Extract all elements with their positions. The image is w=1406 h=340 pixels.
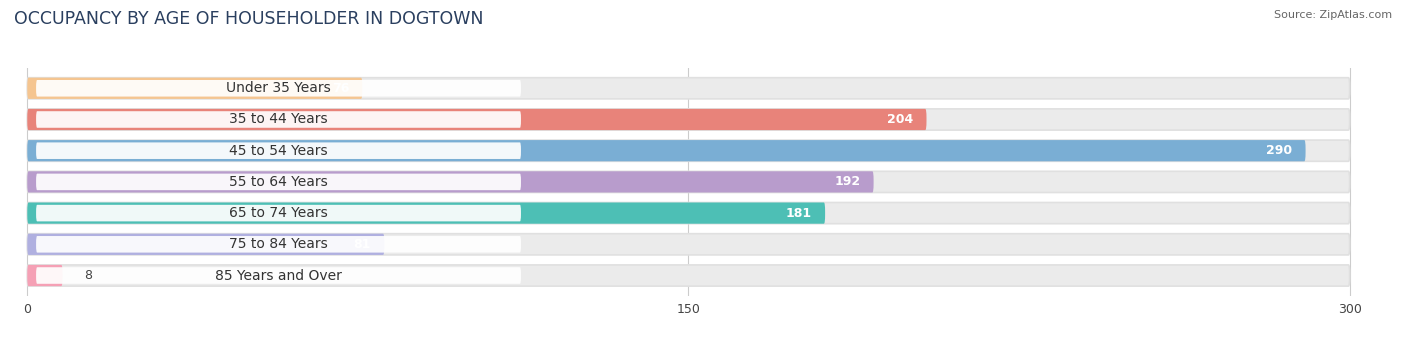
FancyBboxPatch shape <box>37 205 522 221</box>
FancyBboxPatch shape <box>27 109 1350 130</box>
FancyBboxPatch shape <box>37 142 522 159</box>
Text: 55 to 64 Years: 55 to 64 Years <box>229 175 328 189</box>
Text: 85 Years and Over: 85 Years and Over <box>215 269 342 283</box>
Text: 290: 290 <box>1267 144 1292 157</box>
FancyBboxPatch shape <box>27 265 1350 286</box>
FancyBboxPatch shape <box>27 140 1350 161</box>
FancyBboxPatch shape <box>37 267 522 284</box>
FancyBboxPatch shape <box>27 171 873 192</box>
FancyBboxPatch shape <box>37 80 522 97</box>
FancyBboxPatch shape <box>27 203 825 224</box>
FancyBboxPatch shape <box>37 236 522 253</box>
FancyBboxPatch shape <box>27 171 1350 192</box>
Text: 35 to 44 Years: 35 to 44 Years <box>229 113 328 126</box>
FancyBboxPatch shape <box>27 140 1306 161</box>
Text: OCCUPANCY BY AGE OF HOUSEHOLDER IN DOGTOWN: OCCUPANCY BY AGE OF HOUSEHOLDER IN DOGTO… <box>14 10 484 28</box>
Text: 204: 204 <box>887 113 914 126</box>
Text: Under 35 Years: Under 35 Years <box>226 81 330 95</box>
Text: 76: 76 <box>332 82 349 95</box>
Text: 45 to 54 Years: 45 to 54 Years <box>229 144 328 158</box>
FancyBboxPatch shape <box>27 265 62 286</box>
FancyBboxPatch shape <box>27 234 1350 255</box>
FancyBboxPatch shape <box>27 109 927 130</box>
FancyBboxPatch shape <box>27 78 363 99</box>
Text: 8: 8 <box>84 269 93 282</box>
FancyBboxPatch shape <box>27 234 384 255</box>
Text: 75 to 84 Years: 75 to 84 Years <box>229 237 328 251</box>
FancyBboxPatch shape <box>37 111 522 128</box>
Text: Source: ZipAtlas.com: Source: ZipAtlas.com <box>1274 10 1392 20</box>
FancyBboxPatch shape <box>27 78 1350 99</box>
Text: 192: 192 <box>834 175 860 188</box>
FancyBboxPatch shape <box>27 203 1350 224</box>
Text: 181: 181 <box>786 207 811 220</box>
Text: 81: 81 <box>354 238 371 251</box>
FancyBboxPatch shape <box>37 174 522 190</box>
Text: 65 to 74 Years: 65 to 74 Years <box>229 206 328 220</box>
